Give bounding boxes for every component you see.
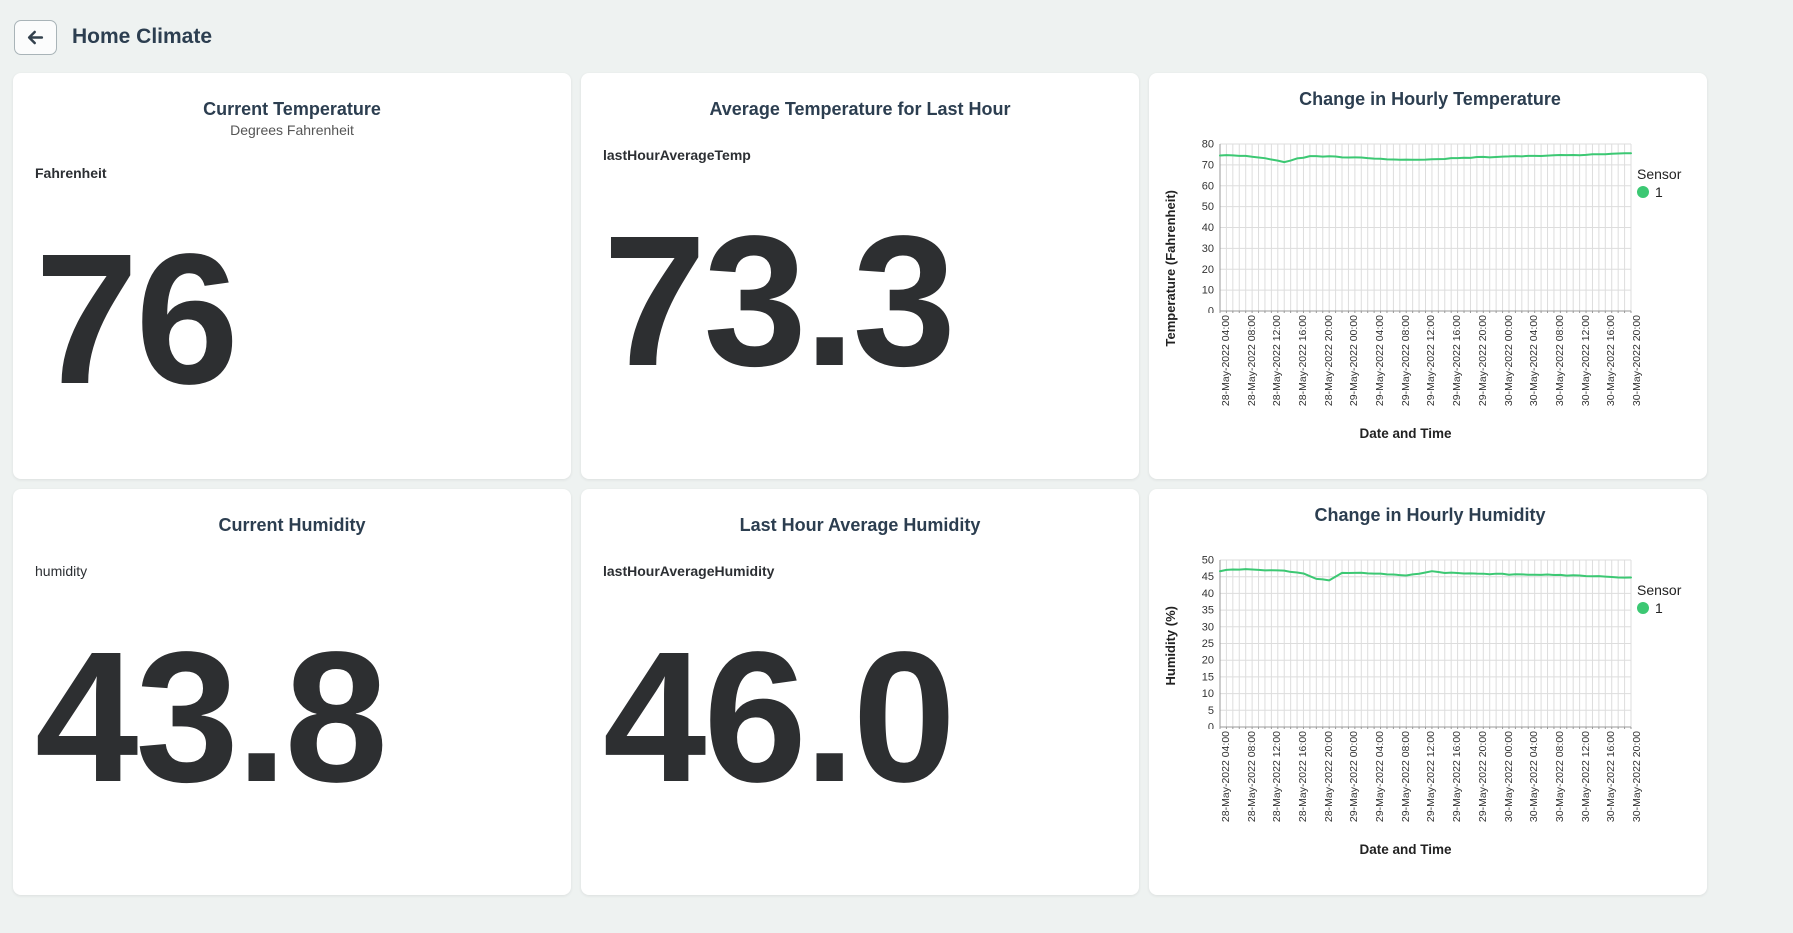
svg-text:50: 50 (1202, 201, 1214, 213)
svg-text:45: 45 (1202, 571, 1214, 583)
svg-text:35: 35 (1202, 605, 1214, 617)
svg-text:40: 40 (1202, 588, 1214, 600)
svg-text:20: 20 (1202, 264, 1214, 276)
svg-text:25: 25 (1202, 638, 1214, 650)
svg-text:20: 20 (1202, 655, 1214, 667)
svg-text:50: 50 (1202, 555, 1214, 567)
svg-text:5: 5 (1208, 705, 1214, 717)
svg-text:30: 30 (1202, 243, 1214, 255)
svg-text:10: 10 (1202, 688, 1214, 700)
svg-text:60: 60 (1202, 180, 1214, 192)
svg-text:70: 70 (1202, 159, 1214, 171)
svg-text:80: 80 (1202, 139, 1214, 151)
svg-text:0: 0 (1208, 306, 1214, 314)
svg-text:0: 0 (1208, 722, 1214, 730)
svg-text:15: 15 (1202, 671, 1214, 683)
svg-text:40: 40 (1202, 222, 1214, 234)
svg-text:10: 10 (1202, 285, 1214, 297)
svg-text:30: 30 (1202, 621, 1214, 633)
